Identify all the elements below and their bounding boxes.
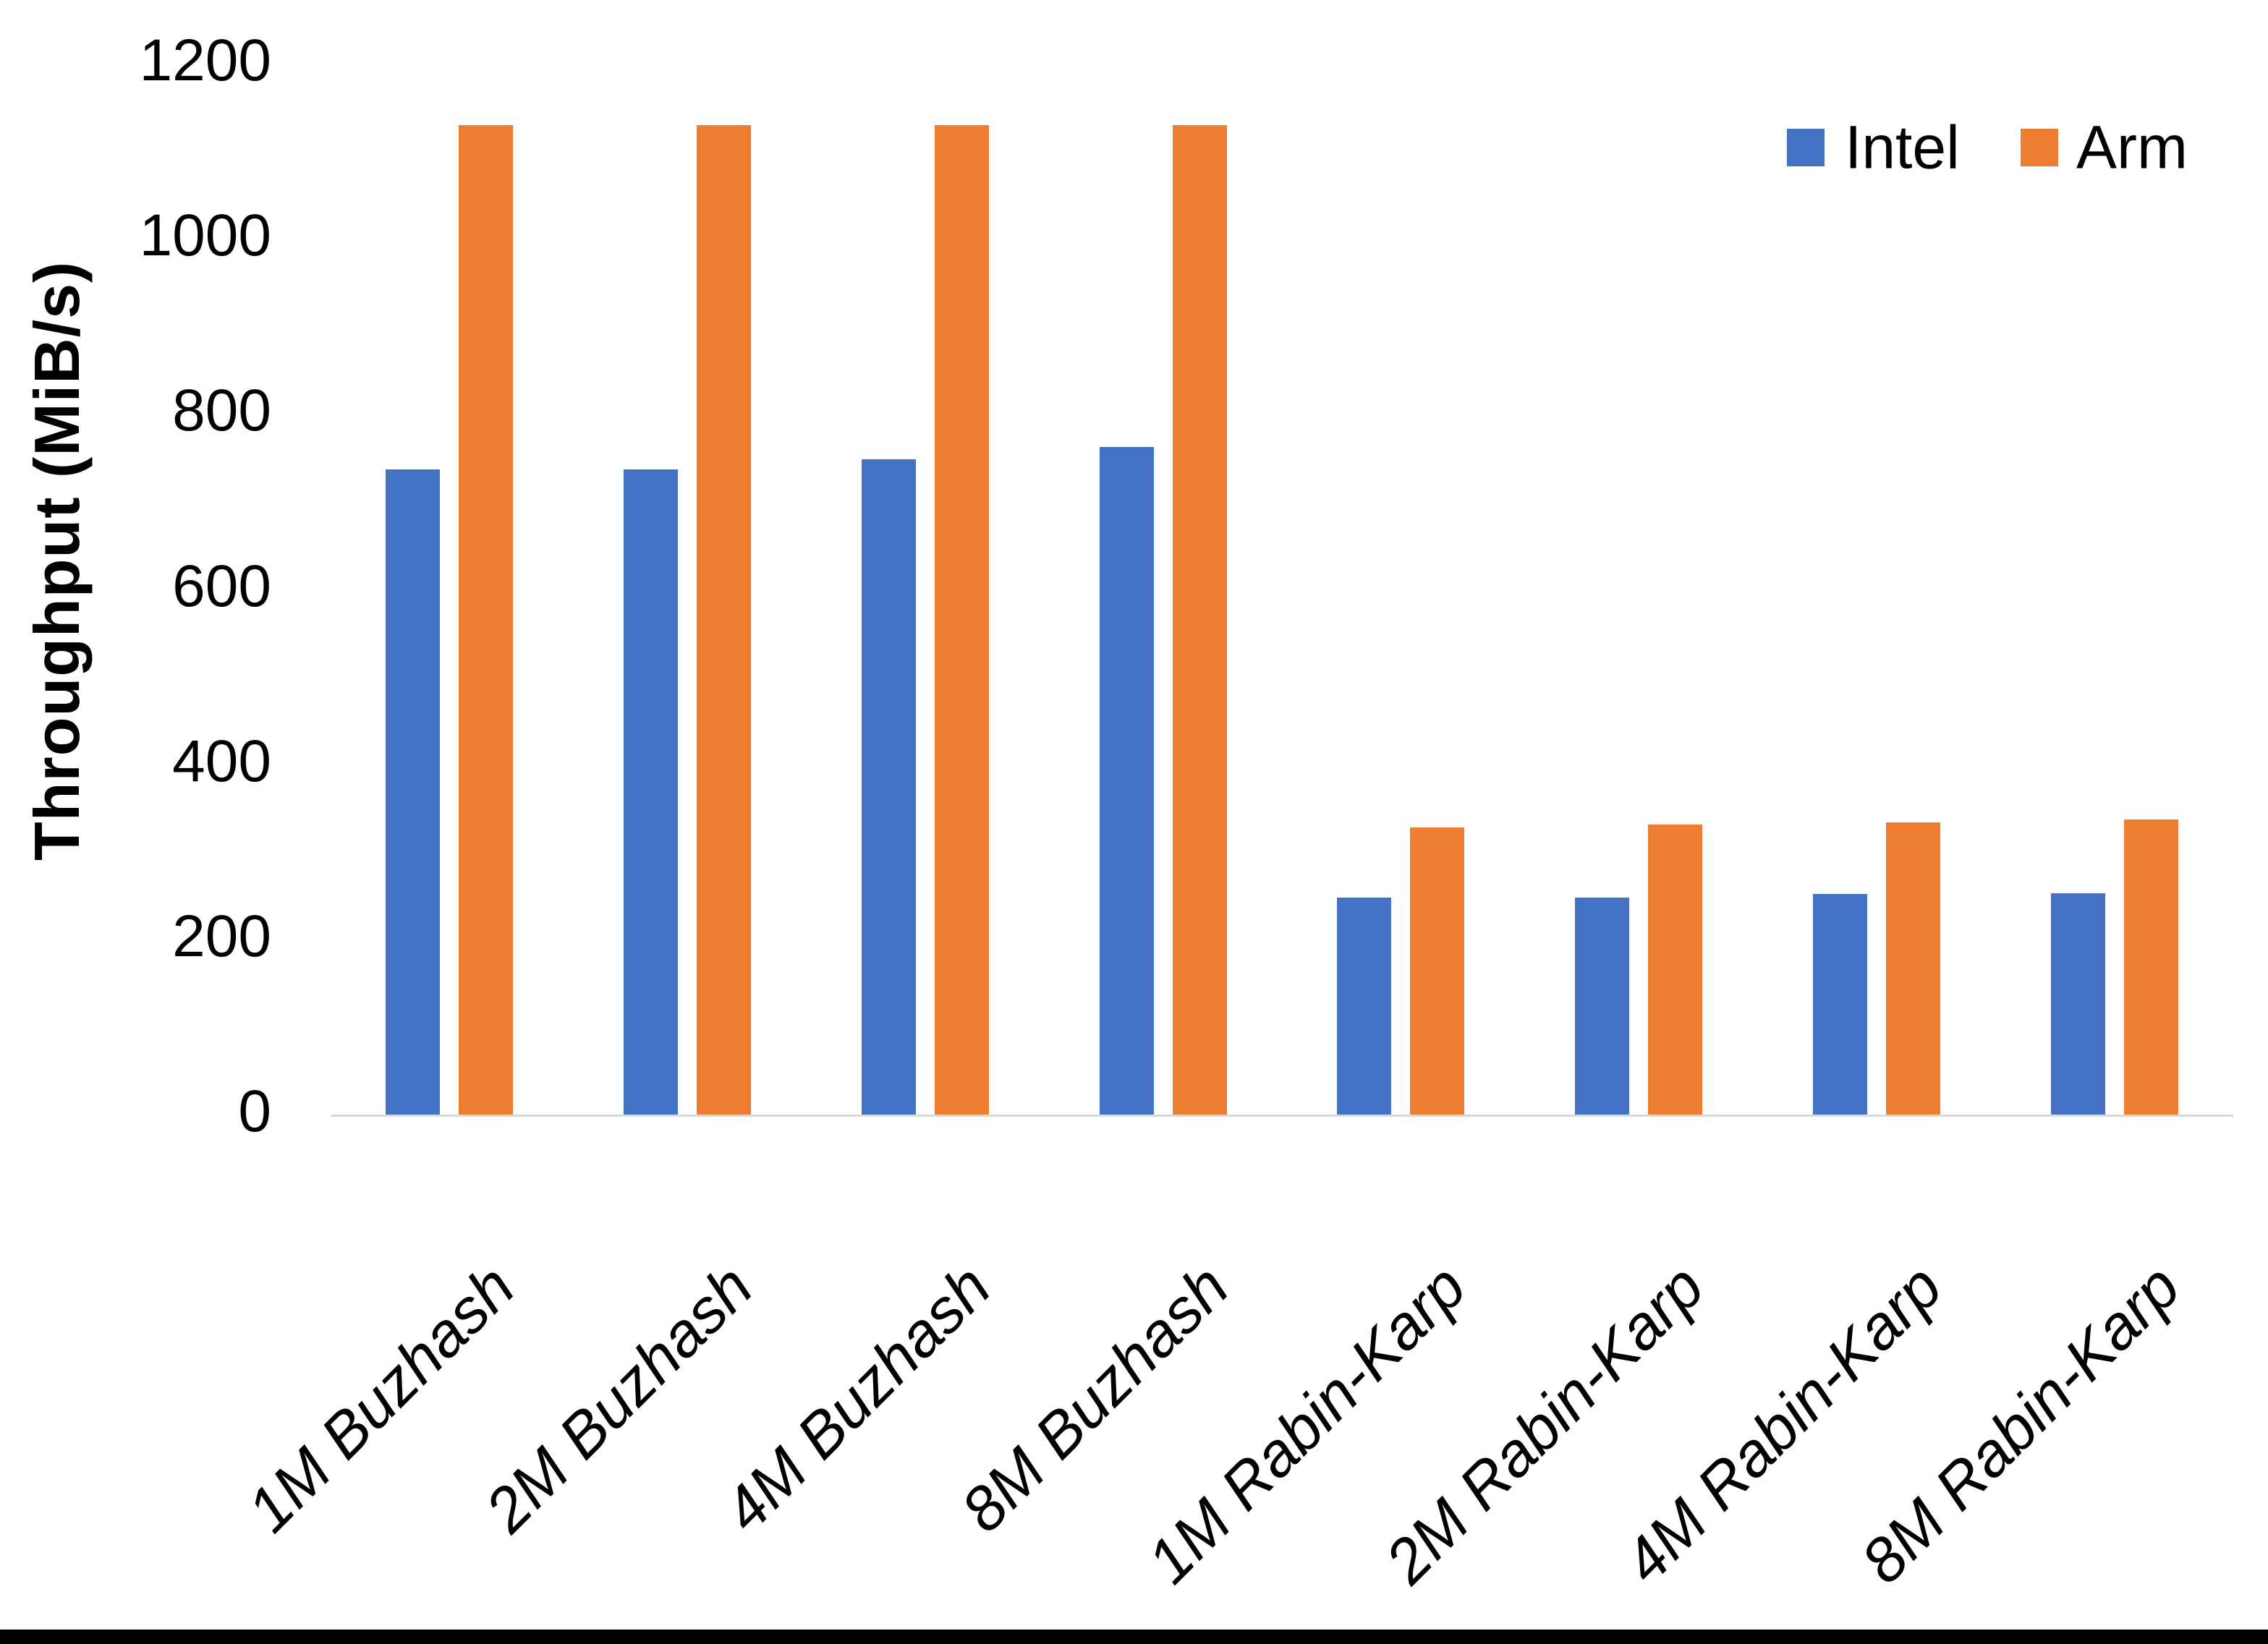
y-axis-tick-label: 0 bbox=[238, 1078, 271, 1145]
bar-intel-8m-rabin-karp bbox=[2050, 893, 2105, 1115]
bar-intel-2m-rabin-karp bbox=[1575, 897, 1630, 1115]
legend-swatch-arm bbox=[2021, 129, 2058, 166]
bar-intel-4m-buzhash bbox=[861, 459, 916, 1115]
bar-intel-1m-rabin-karp bbox=[1337, 897, 1392, 1115]
y-axis-tick-label: 800 bbox=[172, 378, 271, 444]
y-axis-tick-label: 200 bbox=[172, 903, 271, 970]
bar-intel-1m-buzhash bbox=[386, 469, 441, 1115]
y-axis-tick-label: 1000 bbox=[139, 203, 271, 269]
bar-arm-2m-buzhash bbox=[697, 124, 752, 1115]
bar-arm-4m-rabin-karp bbox=[1885, 822, 1940, 1115]
bar-arm-1m-rabin-karp bbox=[1410, 827, 1465, 1115]
y-axis-tick-label: 1200 bbox=[139, 27, 271, 94]
bar-intel-8m-buzhash bbox=[1099, 447, 1154, 1115]
bar-arm-2m-rabin-karp bbox=[1648, 825, 1703, 1115]
bar-intel-2m-buzhash bbox=[624, 469, 679, 1115]
legend-label-arm: Arm bbox=[2076, 113, 2188, 182]
bar-arm-1m-buzhash bbox=[459, 124, 514, 1115]
window-bottom-border bbox=[0, 1630, 2268, 1644]
legend-swatch-intel bbox=[1787, 129, 1825, 166]
bar-intel-4m-rabin-karp bbox=[1812, 893, 1867, 1115]
y-axis-tick-label: 400 bbox=[172, 728, 271, 794]
bar-arm-8m-rabin-karp bbox=[2123, 819, 2178, 1115]
legend-label-intel: Intel bbox=[1845, 113, 1960, 182]
bar-arm-4m-buzhash bbox=[934, 124, 989, 1115]
x-axis-line bbox=[331, 1115, 2233, 1117]
bar-arm-8m-buzhash bbox=[1172, 124, 1227, 1115]
y-axis-tick-label: 600 bbox=[172, 553, 271, 619]
